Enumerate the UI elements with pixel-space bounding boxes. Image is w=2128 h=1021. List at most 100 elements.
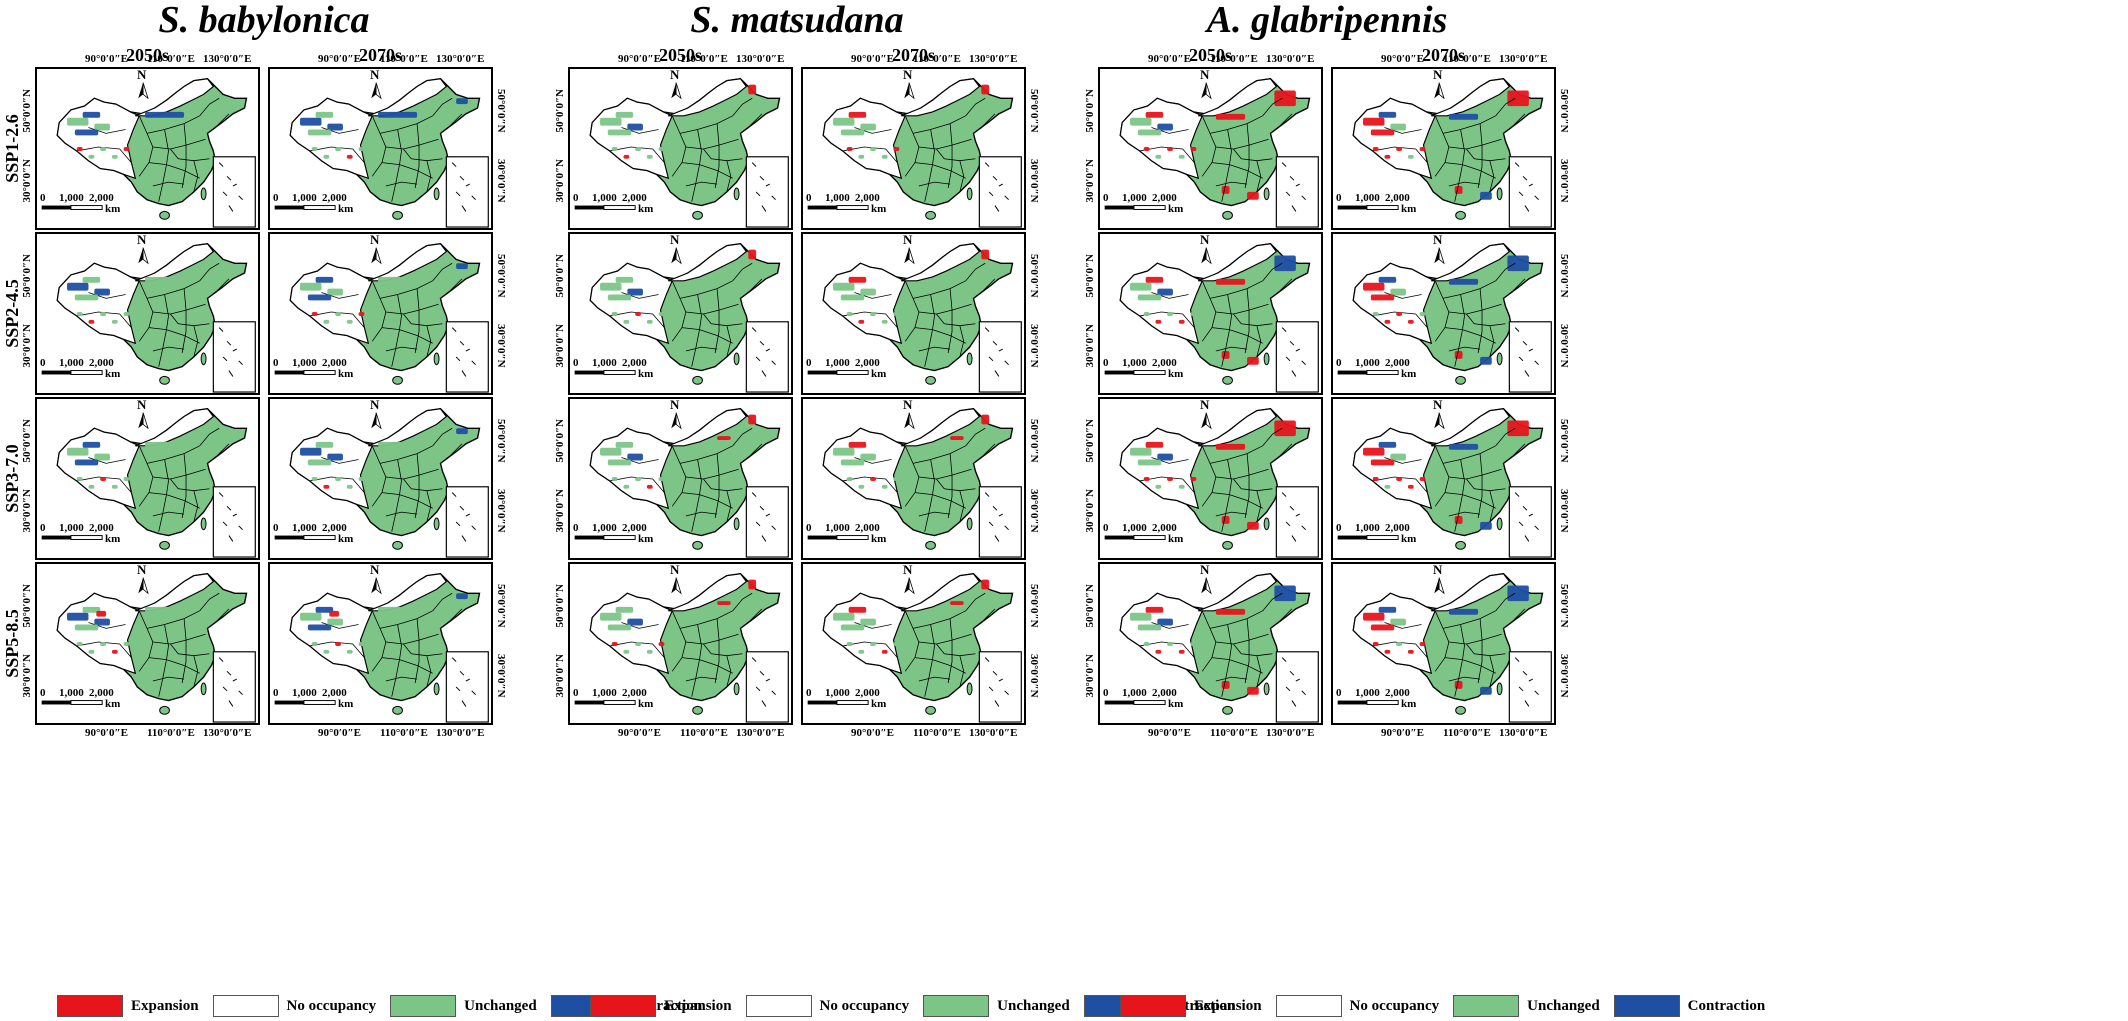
province-boundary [1454, 459, 1465, 532]
scale-label-0: 0 [806, 357, 812, 369]
lon-label-2: 130°0′0″E [203, 53, 252, 65]
range-patch-unchanged [858, 154, 865, 159]
scale-label-0: 0 [1336, 522, 1342, 534]
hainan-island [392, 705, 403, 715]
scale-label-2000: 2,000 [1385, 687, 1410, 699]
lon-label-0: 90°0′0″E [318, 53, 361, 65]
range-patch-contraction [1480, 521, 1492, 530]
range-patch-unchanged [123, 312, 130, 316]
range-patch-expansion [848, 606, 867, 613]
scale-label-km: km [871, 698, 887, 710]
south-china-sea-inset [1508, 321, 1552, 393]
range-patch-contraction [307, 624, 332, 631]
province-boundary [1466, 478, 1506, 492]
range-patch-unchanged [860, 453, 876, 461]
province-boundary [924, 624, 935, 697]
province-boundary [1215, 676, 1248, 682]
range-patch-unchanged [74, 624, 99, 631]
map-svg [41, 243, 256, 393]
province-boundary [403, 313, 443, 327]
legend-swatch-0 [57, 995, 123, 1017]
range-patch-unchanged [358, 642, 365, 646]
province-boundary [371, 610, 387, 672]
province-boundary [918, 138, 972, 150]
western-region [589, 262, 673, 345]
province-boundary [414, 618, 420, 684]
scale-label-2000: 2,000 [1385, 357, 1410, 369]
hainan-island [692, 210, 703, 220]
province-boundary [152, 511, 185, 517]
lat-label-50: 50°0′0″N [1028, 89, 1040, 133]
province-boundary [914, 162, 966, 179]
lon-label-1: 110°0′0″E [1443, 53, 1491, 65]
legend-item-1: No occupancy [1275, 995, 1439, 1017]
scale-bar-white [1366, 205, 1399, 210]
range-patch-unchanged [646, 649, 653, 654]
scale-label-km: km [1168, 368, 1184, 380]
inset-islands [1281, 657, 1306, 707]
range-patch-expansion [96, 610, 107, 617]
range-patch-expansion [1407, 319, 1414, 324]
scale-label-0: 0 [40, 192, 46, 204]
map-svg [1104, 243, 1319, 393]
map-svg [274, 408, 489, 558]
province-boundary [152, 138, 206, 150]
legend-item-2: Unchanged [390, 995, 537, 1017]
hainan-island [159, 540, 170, 550]
south-china-sea-inset [1508, 486, 1552, 558]
lat-label-50: 50°0′0″N [1028, 584, 1040, 628]
range-patch-expansion [1221, 681, 1230, 689]
legend-swatch-2 [390, 995, 457, 1017]
lon-label-1: 110°0′0″E [913, 53, 961, 65]
province-boundary [1151, 622, 1189, 629]
scale-label-km: km [1168, 533, 1184, 545]
scale-label-km: km [871, 533, 887, 545]
map-svg [807, 573, 1022, 723]
province-boundary [371, 445, 387, 507]
province-boundary [1215, 181, 1248, 187]
range-patch-expansion [76, 147, 83, 151]
north-arrow-icon-half [142, 247, 149, 265]
lat-label-50: 50°0′0″N [495, 419, 507, 463]
western-region [1352, 427, 1436, 510]
scale-label-1000: 1,000 [1122, 192, 1147, 204]
province-boundary [1262, 592, 1283, 612]
species-title-0: S. babylonica [158, 0, 370, 41]
range-patch-unchanged [123, 642, 130, 646]
province-boundary [76, 641, 132, 658]
legend-swatch-1 [745, 995, 812, 1017]
lon-label-2: 130°0′0″E [736, 53, 785, 65]
range-patch-contraction [1157, 618, 1173, 626]
scale-bar-white [603, 370, 636, 375]
range-patch-expansion [1384, 154, 1391, 159]
range-patch-unchanged [833, 117, 855, 126]
range-patch-expansion [1215, 278, 1246, 285]
range-patch-expansion [123, 147, 130, 151]
province-boundary [621, 457, 659, 464]
scale-bar-white [836, 700, 869, 705]
province-boundary [152, 346, 185, 352]
hainan-island [159, 210, 170, 220]
province-boundary [854, 292, 892, 299]
province-boundary [1201, 610, 1217, 672]
range-patch-unchanged [335, 477, 341, 481]
range-patch-unchanged [615, 111, 634, 118]
range-patch-expansion [848, 276, 867, 283]
scale-label-km: km [105, 698, 121, 710]
province-boundary [685, 511, 718, 517]
province-boundary [1503, 278, 1526, 299]
range-patch-contraction [378, 111, 418, 118]
scale-bar-white [70, 700, 103, 705]
province-boundary [403, 643, 443, 657]
province-boundary [947, 618, 953, 684]
inset-islands [751, 327, 776, 377]
north-arrow-icon [1434, 577, 1440, 594]
south-china-sea-inset [1508, 651, 1552, 723]
hainan-island [1222, 375, 1233, 385]
range-patch-expansion [1363, 612, 1385, 621]
province-boundary [679, 445, 733, 464]
western-region [589, 592, 673, 675]
province-boundary [679, 280, 733, 299]
province-boundary [609, 641, 665, 658]
range-patch-unchanged [111, 319, 118, 324]
